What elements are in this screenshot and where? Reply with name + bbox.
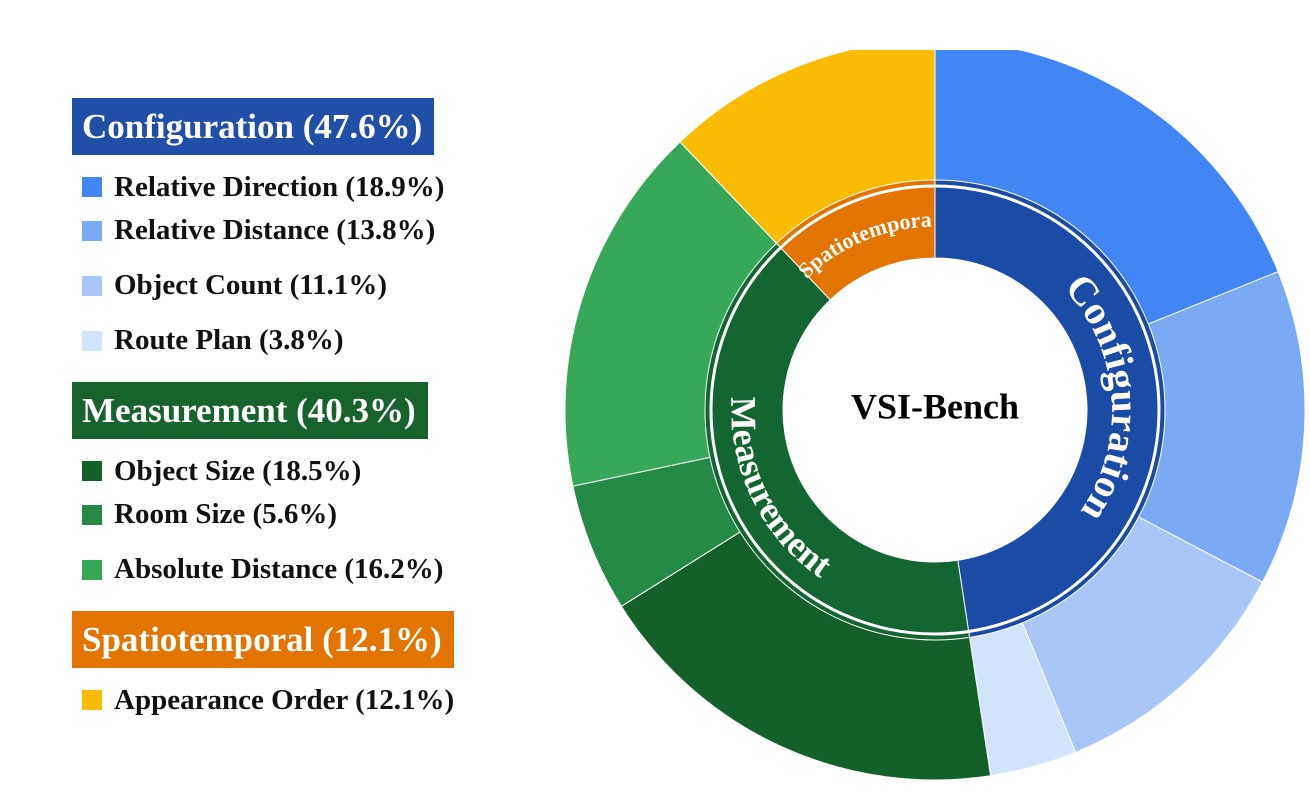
legend-item: Object Size (18.5%) — [82, 455, 572, 487]
donut-chart: ConfigurationMeasurementSpatiotemporal V… — [560, 50, 1306, 781]
legend-category-configuration: Configuration (47.6%) Relative Direction… — [72, 98, 572, 368]
legend-category-header: Configuration (47.6%) — [72, 98, 435, 155]
inner-slice-measurement — [704, 242, 971, 641]
legend-item: Object Count (11.1%) — [82, 258, 572, 313]
ring-divider — [709, 184, 1161, 636]
legend-item: Appearance Order (12.1%) — [82, 684, 572, 716]
legend-swatch — [82, 177, 102, 197]
legend-item: Relative Distance (13.8%) — [82, 203, 572, 258]
legend-swatch — [82, 330, 102, 351]
legend-swatch — [82, 461, 102, 481]
legend-item: Route Plan (3.8%) — [82, 313, 572, 368]
legend-item-label: Absolute Distance (16.2%) — [114, 553, 444, 585]
legend-category-header: Measurement (40.3%) — [72, 382, 428, 439]
legend-item-label: Object Count (11.1%) — [114, 269, 388, 301]
chart-center-label: VSI-Bench — [851, 386, 1019, 426]
outer-ring — [564, 50, 1306, 781]
legend-swatch — [82, 690, 102, 710]
legend-swatch — [82, 559, 102, 580]
inner-slice-spatiotemporal — [775, 179, 936, 301]
legend-category-measurement: Measurement (40.3%) Object Size (18.5%) … — [72, 382, 572, 597]
legend-item-label: Object Size (18.5%) — [114, 454, 362, 487]
legend-item-label: Route Plan (3.8%) — [114, 324, 344, 356]
legend-swatch — [82, 220, 102, 241]
legend-swatch — [82, 504, 102, 525]
legend-category-spatiotemporal: Spatiotemporal (12.1%) Appearance Order … — [72, 611, 572, 716]
chart-legend: Configuration (47.6%) Relative Direction… — [72, 98, 572, 716]
legend-swatch — [82, 275, 102, 296]
inner-slice-configuration — [934, 179, 1166, 638]
legend-item-label: Appearance Order (12.1%) — [114, 683, 455, 716]
legend-item-label: Room Size (5.6%) — [114, 498, 338, 530]
legend-item-label: Relative Direction (18.9%) — [114, 170, 445, 203]
legend-item: Absolute Distance (16.2%) — [82, 542, 572, 597]
legend-item-label: Relative Distance (13.8%) — [114, 214, 436, 246]
legend-category-header: Spatiotemporal (12.1%) — [72, 611, 454, 668]
inner-ring — [704, 179, 1166, 641]
legend-item: Relative Direction (18.9%) — [82, 171, 572, 203]
legend-item: Room Size (5.6%) — [82, 487, 572, 542]
